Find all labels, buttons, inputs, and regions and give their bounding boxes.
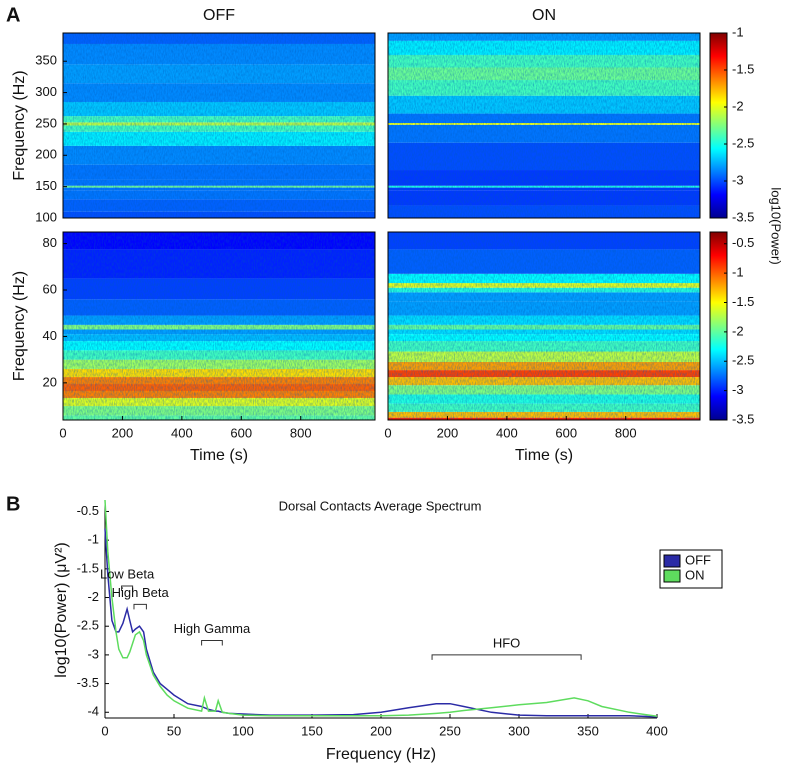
y-tick-label: -2.5 — [77, 618, 99, 633]
series-line — [104, 499, 658, 718]
y-axis-label: Frequency (Hz) — [11, 70, 28, 180]
plot-frame — [387, 32, 701, 219]
annotation-label: High Gamma — [174, 621, 251, 636]
legend-swatch — [663, 569, 681, 583]
colorbar-tick-label: -1.5 — [732, 294, 754, 309]
y-tick-label: 60 — [43, 281, 57, 296]
colorbar-tick-label: -1.5 — [732, 61, 754, 76]
y-tick-label: 100 — [35, 209, 57, 224]
x-tick-label: 350 — [577, 723, 599, 738]
annotation-label: HFO — [493, 635, 520, 650]
y-tick-label: 150 — [35, 178, 57, 193]
series-line — [104, 528, 658, 718]
colorbar-tick-label: -3.5 — [732, 209, 754, 224]
y-tick-label: -3 — [87, 646, 99, 661]
colorbar-tick-label: -0.5 — [732, 235, 754, 250]
x-tick-label: 400 — [496, 425, 518, 440]
texture — [63, 33, 375, 218]
x-tick-label: 600 — [230, 425, 252, 440]
y-tick-label: -1.5 — [77, 560, 99, 575]
colorbar-tick-label: -3.5 — [732, 411, 754, 426]
x-axis-label: Frequency (Hz) — [326, 746, 436, 763]
texture — [388, 232, 700, 420]
panel-title: OFF — [203, 7, 235, 24]
plot-frame — [62, 231, 376, 421]
y-tick-label: -1 — [87, 532, 99, 547]
panel-label: A — [6, 4, 20, 26]
x-tick-label: 250 — [439, 723, 461, 738]
colorbar-tick-label: -2.5 — [732, 135, 754, 150]
legend-label: ON — [685, 567, 705, 582]
panel-label: B — [6, 493, 20, 515]
y-axis-label: Frequency (Hz) — [11, 271, 28, 381]
x-axis-label: Time (s) — [190, 447, 248, 464]
colorbar-label: log10(Power) — [769, 187, 784, 264]
colorbar-tick-label: -1 — [732, 265, 744, 280]
legend-swatch — [663, 554, 681, 568]
y-tick-label: 350 — [35, 53, 57, 68]
plot-frame — [62, 32, 376, 219]
colorbar-tick-label: -3 — [732, 172, 744, 187]
x-tick-label: 200 — [437, 425, 459, 440]
annotation-label: High Beta — [112, 585, 170, 600]
y-axis-label: log10(Power) (μV²) — [53, 542, 70, 677]
x-tick-label: 200 — [112, 425, 134, 440]
bracket — [431, 654, 582, 660]
x-tick-label: 0 — [101, 723, 108, 738]
x-tick-label: 400 — [646, 723, 668, 738]
colorbar-tick-label: -2 — [732, 98, 744, 113]
x-tick-label: 800 — [615, 425, 637, 440]
y-tick-label: -4 — [87, 704, 99, 719]
y-tick-label: 20 — [43, 374, 57, 389]
bracket — [121, 585, 134, 592]
bracket — [201, 640, 223, 646]
x-tick-label: 600 — [555, 425, 577, 440]
x-tick-label: 150 — [301, 723, 323, 738]
y-tick-label: -0.5 — [77, 503, 99, 518]
y-tick-label: 300 — [35, 84, 57, 99]
plot-frame — [387, 231, 701, 421]
legend-label: OFF — [685, 552, 711, 567]
chart-title: Dorsal Contacts Average Spectrum — [279, 498, 482, 513]
colorbar-tick-label: -1 — [732, 24, 744, 39]
x-tick-label: 200 — [370, 723, 392, 738]
colorbar-tick-label: -3 — [732, 382, 744, 397]
colorbar — [709, 32, 728, 219]
colorbar-tick-label: -2.5 — [732, 353, 754, 368]
texture — [63, 232, 375, 420]
y-tick-label: 40 — [43, 328, 57, 343]
bracket — [133, 603, 147, 610]
x-tick-label: 100 — [232, 723, 254, 738]
x-tick-label: 400 — [171, 425, 193, 440]
annotation-label: Low Beta — [100, 566, 155, 581]
x-tick-label: 0 — [59, 425, 66, 440]
y-tick-label: -3.5 — [77, 675, 99, 690]
colorbar-tick-label: -2 — [732, 323, 744, 338]
x-tick-label: 0 — [384, 425, 391, 440]
x-tick-label: 800 — [290, 425, 312, 440]
texture — [388, 33, 700, 218]
y-tick-label: 200 — [35, 147, 57, 162]
x-axis-label: Time (s) — [515, 447, 573, 464]
x-tick-label: 300 — [508, 723, 530, 738]
y-tick-label: 250 — [35, 115, 57, 130]
y-tick-label: 80 — [43, 235, 57, 250]
x-tick-label: 50 — [167, 723, 181, 738]
colorbar — [709, 231, 728, 421]
y-tick-label: -2 — [87, 589, 99, 604]
panel-title: ON — [532, 7, 556, 24]
